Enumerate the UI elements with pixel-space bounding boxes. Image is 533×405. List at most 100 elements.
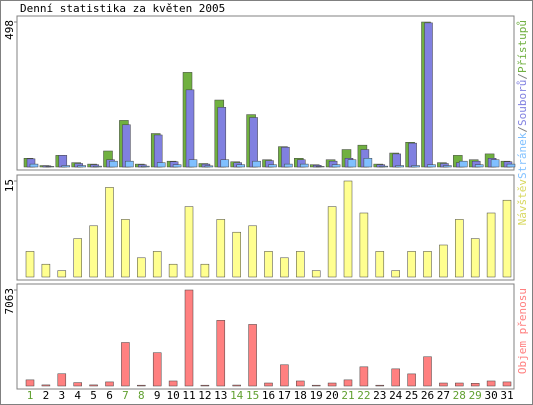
x-tick-label: 12 [198,389,211,402]
bar [327,382,337,387]
bar [327,206,337,278]
bar [57,270,67,278]
bar [61,165,71,168]
bar [172,164,182,168]
bar [121,219,130,278]
bar [109,160,118,168]
legend-entry: Přístupů [516,20,529,73]
bar [152,251,162,278]
x-tick-label: 31 [500,389,513,402]
bar [216,320,226,387]
panel [16,15,515,171]
bar [137,257,146,278]
y-tick-label: 498 [3,20,16,40]
legend: Objem přenosu [516,288,529,374]
bar [77,165,86,168]
bar [392,153,401,168]
bar [391,368,400,387]
bar [343,180,353,278]
bar [359,366,369,387]
legend-entry: Souborů [516,80,529,126]
bar [296,380,305,387]
bar [41,384,51,387]
bar [185,89,195,168]
bar [411,165,420,168]
x-tick-label: 19 [310,389,323,402]
legend-entry: Stránek [516,132,529,179]
bar [125,160,134,168]
bar [89,225,98,278]
bar [486,212,496,278]
bar [200,384,210,387]
x-tick-label: 15 [246,389,259,402]
x-tick-label: 28 [453,389,466,402]
bar [506,163,516,168]
bar [443,165,452,168]
bar [280,257,289,278]
bar [73,238,82,278]
bar [248,324,257,387]
bar [391,270,400,278]
x-tick-label: 10 [166,389,179,402]
x-tick-label: 29 [469,389,482,402]
bar [216,219,226,278]
bar [121,342,130,387]
bar [217,107,227,168]
x-tick-label: 25 [405,389,418,402]
bar [41,263,51,278]
x-tick-label: 1 [27,389,34,402]
bar [188,159,198,168]
bar [296,251,305,278]
bar [232,384,241,387]
bar [122,124,131,168]
bar [184,206,194,278]
legend-separator: / [516,73,529,80]
bar [427,164,436,168]
bar [343,379,353,387]
bar [407,251,416,278]
legend-entry: Objem přenosu [516,288,529,374]
legend: Stránek/Souborů/Přístupů [516,20,529,179]
x-tick-label: 30 [484,389,497,402]
bar [439,382,448,387]
bar [25,379,35,387]
bar [280,364,289,387]
bar [93,165,102,168]
bar [408,142,417,168]
x-tick-label: 3 [58,389,65,402]
bar [184,289,194,387]
bar [300,163,309,168]
bar [137,384,146,387]
bar [264,382,273,387]
x-tick-label: 21 [341,389,354,402]
bar [375,251,385,278]
legend: Návštěv [516,179,529,226]
x-tick-label: 22 [357,389,370,402]
bar [264,251,273,278]
x-tick-label: 11 [182,389,195,402]
bar [204,165,214,168]
x-tick-label: 16 [262,389,275,402]
x-tick-label: 18 [294,389,307,402]
x-tick-label: 20 [325,389,338,402]
bar [439,244,448,278]
bar [168,380,178,387]
bar [490,159,500,168]
x-tick-label: 6 [106,389,113,402]
y-tick-label: 15 [3,179,16,192]
bar [57,373,67,387]
chart-title: Denní statistika za květen 2005 [20,2,225,15]
bar [502,381,512,387]
bar [200,263,210,278]
bar [156,162,166,168]
bar [470,238,480,278]
bar [248,225,257,278]
x-tick-label: 23 [373,389,386,402]
legend-entry: Návštěv [516,179,529,226]
bar [311,384,321,387]
x-tick-label: 14 [230,389,244,402]
bar [236,164,245,168]
bar [284,163,293,168]
bar [359,212,369,278]
